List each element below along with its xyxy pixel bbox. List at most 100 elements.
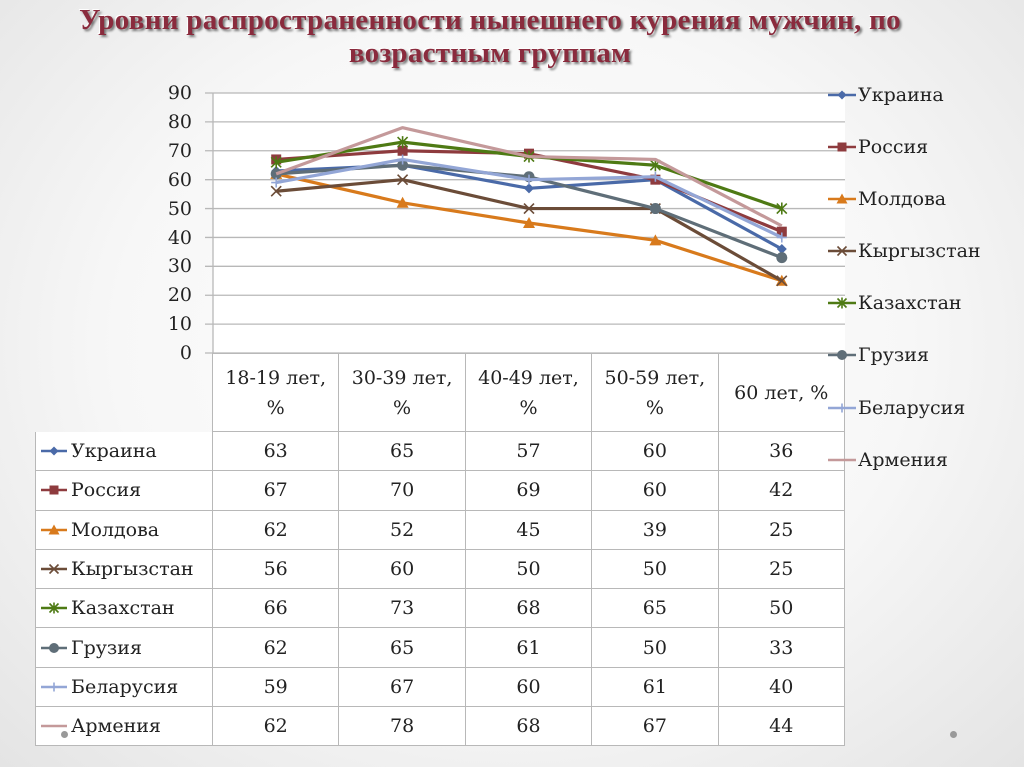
plus-marker [650,171,661,182]
triangle-marker [523,217,535,228]
table-cell: 50 [592,549,719,590]
table-cell: 61 [592,667,719,708]
category-header-line: % [645,396,664,419]
table-cell: 67 [592,707,719,747]
star-marker [776,202,788,215]
table-row-label: Кыргызстан [35,549,213,590]
table-cell: 78 [339,707,466,747]
table-legend-key-icon [39,716,69,736]
x-marker [523,202,535,215]
table-cell: 68 [465,707,593,747]
table-row-label: Армения [35,707,213,747]
y-tick-label: 70 [167,140,192,162]
series-name: Казахстан [71,597,175,620]
legend-label: Украина [858,84,944,106]
table-cell: 62 [213,628,340,668]
table-cell: 65 [339,432,466,472]
series-name: Грузия [71,636,142,659]
legend-key-svg [828,350,856,361]
plus-marker [271,177,282,188]
table-corner [35,353,213,432]
legend-label: Грузия [858,344,929,367]
series-name: Армения [71,715,161,738]
table-cell: 61 [465,628,593,668]
category-header-line: 18-19 лет, [225,366,327,389]
table-cell: 63 [213,432,340,472]
legend-key-icon [826,239,858,263]
star-marker [48,602,60,614]
x-marker [48,563,60,575]
table-row-label: Молдова [35,510,213,550]
table-cell: 33 [718,628,845,668]
legend-item: Кыргызстан [826,239,981,291]
legend-key-svg [41,682,67,692]
legend-key-svg [828,193,856,204]
legend-item: Армения [826,448,981,500]
category-header: 40-49 лет,% [465,353,593,432]
table-cell: 40 [718,667,845,708]
y-tick-label: 10 [167,313,192,335]
legend-label: Армения [858,448,948,471]
star-marker [270,156,282,169]
category-header-line: % [519,396,538,419]
table-cell: 39 [592,510,719,550]
legend-label: Беларусия [858,396,966,419]
y-tick-label: 0 [179,342,192,364]
table-legend-key-icon [39,480,69,500]
plus-marker [49,682,59,692]
star-marker [397,136,409,149]
legend-key-svg [828,458,856,461]
slide-dot-left [61,731,68,738]
table-cell: 25 [718,510,845,550]
series-7 [271,154,787,243]
table-legend-key-icon [39,520,69,540]
category-header-line: % [266,396,285,419]
x-marker [270,185,282,197]
table-legend-key-icon [39,638,69,658]
triangle-marker [396,196,409,208]
slide-title: Уровни распространенности нынешнего куре… [79,4,901,69]
legend-key-svg [41,485,67,495]
category-header-line: 50-59 лет, [604,366,706,389]
legend-key-svg [41,642,67,653]
series-line [275,126,783,228]
series-name: Молдова [71,518,160,541]
legend-key-svg [828,142,856,152]
table-row-label: Грузия [35,628,213,668]
table-cell: 36 [718,432,845,472]
chart-legend: Украина Россия Молдова Кыргызстан Казахс… [826,83,981,500]
legend-key-icon [826,83,858,107]
circle-marker [397,159,409,171]
table-cell: 50 [465,549,593,590]
table-row-label: Беларусия [35,667,213,708]
table-cell: 44 [718,707,845,747]
square-marker [776,226,787,237]
plus-marker [837,403,847,413]
y-tick-label: 30 [167,255,192,277]
category-header: 60 лет, % [718,353,845,432]
triangle-marker [48,524,60,535]
legend-key-svg [41,563,67,575]
table-row-label: Россия [35,471,213,511]
legend-key-icon [826,135,858,159]
table-cell: 73 [339,589,466,629]
legend-item: Грузия [826,343,981,395]
table-cell: 65 [339,628,466,668]
legend-key-icon [826,448,858,472]
y-tick-label: 20 [167,284,192,306]
diamond-marker [49,446,59,456]
legend-key-svg [828,246,856,257]
table-cell: 60 [339,549,466,590]
legend-item: Беларусия [826,396,981,448]
table-cell: 42 [718,471,845,511]
series-name: Россия [71,479,142,502]
table-cell: 69 [465,471,593,511]
triangle-marker [649,234,662,246]
legend-key-svg [828,297,856,309]
y-tick-label: 90 [167,82,192,104]
circle-marker [49,642,59,653]
legend-label: Россия [858,136,929,159]
legend-key-icon [826,187,858,211]
x-marker [836,246,848,257]
y-tick-label: 40 [167,227,192,249]
